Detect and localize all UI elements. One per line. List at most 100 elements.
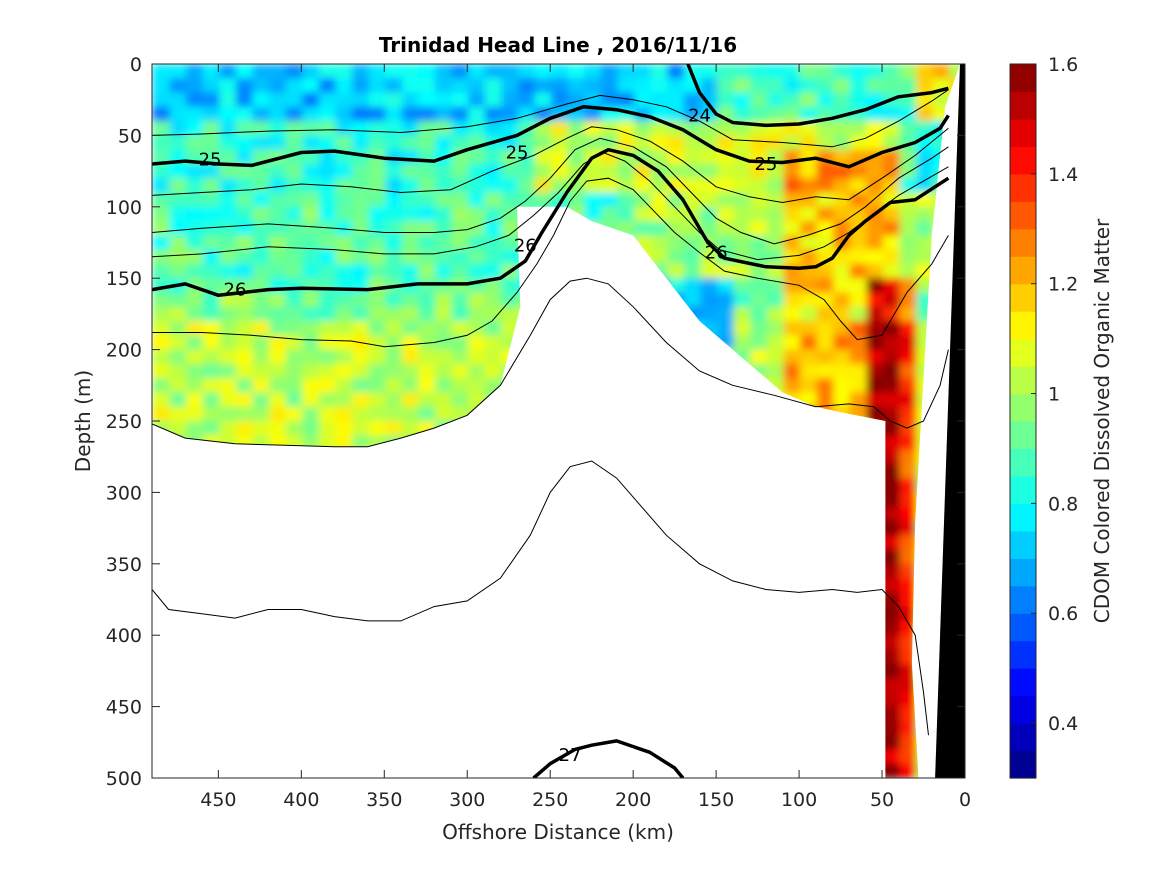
cdom-cell — [898, 663, 917, 680]
cdom-cell — [218, 149, 236, 165]
cdom-cell — [898, 492, 917, 508]
cdom-cell — [882, 64, 900, 80]
no-data-regions — [152, 206, 886, 778]
cdom-cell — [152, 64, 170, 80]
cdom-cell — [417, 292, 436, 308]
cdom-cell — [284, 221, 303, 237]
cdom-cell — [284, 135, 303, 151]
cdom-cell — [168, 178, 187, 194]
cdom-cell — [384, 206, 402, 223]
cdom-cell — [251, 349, 270, 365]
cdom-cell — [284, 321, 303, 337]
cdom-cell — [467, 335, 485, 351]
cdom-cell — [434, 192, 452, 208]
cdom-cell — [367, 192, 386, 208]
cdom-cell — [666, 106, 684, 123]
cdom-cell — [334, 178, 353, 194]
cdom-cell — [235, 306, 253, 323]
cdom-cell — [268, 192, 286, 208]
cdom-cell — [898, 292, 917, 308]
cdom-cell — [616, 121, 635, 137]
cdom-cell — [616, 78, 635, 94]
cdom-cell — [317, 363, 336, 380]
cdom-cell — [235, 263, 253, 280]
cdom-cell — [284, 349, 303, 365]
cdom-cell — [832, 78, 850, 94]
cdom-cell — [716, 92, 734, 108]
cdom-cell — [915, 64, 933, 80]
cdom-cell — [351, 92, 369, 108]
cdom-cell — [467, 64, 485, 80]
cdom-cell — [898, 363, 917, 380]
cdom-cell — [351, 406, 369, 422]
contour-label: 27 — [559, 745, 582, 766]
cdom-cell — [815, 306, 834, 323]
colorbar-bands — [1010, 64, 1036, 779]
cdom-cell — [218, 421, 236, 437]
cdom-cell — [882, 421, 900, 437]
cdom-cell — [699, 292, 718, 308]
cdom-cell — [185, 92, 203, 108]
cdom-cell — [152, 121, 170, 137]
cdom-cell — [301, 78, 319, 94]
cdom-cell — [251, 106, 270, 123]
cdom-cell — [317, 392, 336, 408]
cdom-cell — [450, 78, 469, 94]
cdom-cell — [882, 592, 900, 608]
cdom-cell — [882, 763, 900, 778]
cdom-cell — [284, 263, 303, 280]
cdom-cell — [832, 335, 850, 351]
cdom-cell — [848, 192, 867, 208]
cdom-cell — [400, 363, 419, 380]
y-tick-label: 0 — [130, 54, 142, 76]
cdom-cell — [815, 221, 834, 237]
cdom-cell — [848, 92, 867, 108]
cdom-cell — [301, 263, 319, 280]
y-axis-label: Depth (m) — [71, 370, 95, 472]
cdom-cell — [882, 378, 900, 394]
cdom-cell — [898, 606, 917, 622]
y-axis-ticks: 0 50 100 150 200 250 300 350 400 450 500 — [106, 54, 965, 790]
cdom-cell — [450, 392, 469, 408]
cdom-cell — [417, 392, 436, 408]
cdom-cell — [251, 321, 270, 337]
cdom-cell — [268, 78, 286, 94]
cdom-cell — [185, 421, 203, 437]
cdom-cell — [235, 92, 253, 108]
cdom-cell — [915, 106, 933, 123]
cdom-cell — [450, 235, 469, 251]
cdom-cell — [417, 221, 436, 237]
cdom-cell — [417, 363, 436, 380]
cdom-cell — [201, 78, 220, 94]
cdom-cell — [699, 149, 718, 165]
cdom-cell — [815, 164, 834, 180]
cdom-cell — [782, 78, 801, 94]
cdom-cell — [782, 192, 801, 208]
cdom-cell — [865, 292, 883, 308]
cdom-cell — [185, 235, 203, 251]
cdom-cell — [517, 78, 535, 94]
cdom-cell — [882, 578, 900, 594]
cdom-cell — [351, 206, 369, 223]
cdom-cell — [334, 64, 353, 80]
cdom-cell — [848, 78, 867, 94]
cdom-cell — [882, 349, 900, 365]
cdom-cell — [317, 321, 336, 337]
cdom-cell — [898, 578, 917, 594]
cdom-cell — [882, 363, 900, 380]
colorbar-band — [1010, 201, 1036, 230]
cdom-cell — [467, 92, 485, 108]
cdom-cell — [201, 135, 220, 151]
cdom-cell — [882, 121, 900, 137]
cdom-cell — [152, 263, 170, 280]
cdom-cell — [550, 92, 568, 108]
cdom-cell — [666, 164, 684, 180]
cdom-cell — [317, 306, 336, 323]
cdom-cell — [483, 292, 502, 308]
cdom-cell — [268, 164, 286, 180]
cdom-cell — [882, 521, 900, 537]
cdom-cell — [566, 192, 585, 208]
cdom-cell — [152, 349, 170, 365]
cdom-cell — [699, 164, 718, 180]
